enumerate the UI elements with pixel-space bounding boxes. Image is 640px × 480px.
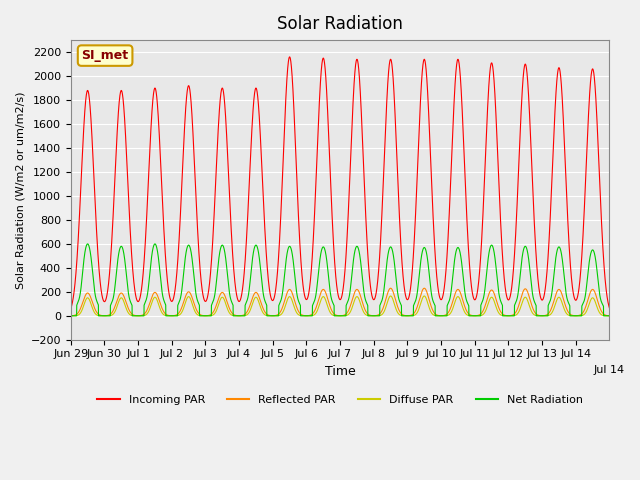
Incoming PAR — [488, 60, 495, 66]
Y-axis label: Solar Radiation (W/m2 or um/m2/s): Solar Radiation (W/m2 or um/m2/s) — [15, 91, 25, 288]
Incoming PAR — [528, 172, 536, 178]
Diffuse PAR — [515, 310, 522, 316]
Reflected PAR — [515, 304, 522, 310]
Incoming PAR — [67, 306, 75, 312]
Reflected PAR — [528, 304, 536, 310]
Reflected PAR — [420, 285, 428, 291]
Reflected PAR — [605, 313, 613, 319]
Reflected PAR — [389, 288, 397, 294]
X-axis label: Time: Time — [324, 365, 355, 378]
Reflected PAR — [488, 287, 495, 293]
Diffuse PAR — [179, 308, 186, 314]
Net Radiation — [605, 313, 613, 319]
Line: Net Radiation: Net Radiation — [71, 244, 609, 316]
Line: Incoming PAR: Incoming PAR — [71, 57, 609, 309]
Text: Jul 14: Jul 14 — [594, 365, 625, 375]
Diffuse PAR — [528, 310, 536, 315]
Diffuse PAR — [488, 294, 495, 300]
Reflected PAR — [67, 313, 75, 319]
Line: Reflected PAR: Reflected PAR — [71, 288, 609, 316]
Title: Solar Radiation: Solar Radiation — [277, 15, 403, 33]
Incoming PAR — [286, 54, 294, 60]
Diffuse PAR — [420, 293, 428, 299]
Line: Diffuse PAR: Diffuse PAR — [71, 296, 609, 316]
Diffuse PAR — [67, 313, 75, 319]
Diffuse PAR — [389, 296, 397, 302]
Net Radiation — [67, 313, 75, 319]
Net Radiation — [488, 242, 495, 248]
Incoming PAR — [360, 174, 368, 180]
Incoming PAR — [515, 175, 522, 181]
Diffuse PAR — [605, 313, 613, 319]
Incoming PAR — [389, 72, 397, 78]
Reflected PAR — [179, 303, 186, 309]
Net Radiation — [84, 241, 92, 247]
Net Radiation — [389, 250, 397, 255]
Diffuse PAR — [360, 310, 368, 315]
Reflected PAR — [360, 304, 368, 310]
Legend: Incoming PAR, Reflected PAR, Diffuse PAR, Net Radiation: Incoming PAR, Reflected PAR, Diffuse PAR… — [93, 390, 587, 409]
Incoming PAR — [179, 168, 186, 174]
Net Radiation — [515, 289, 522, 295]
Text: SI_met: SI_met — [81, 49, 129, 62]
Net Radiation — [528, 288, 536, 294]
Net Radiation — [179, 281, 186, 287]
Incoming PAR — [605, 305, 613, 311]
Net Radiation — [360, 290, 368, 296]
